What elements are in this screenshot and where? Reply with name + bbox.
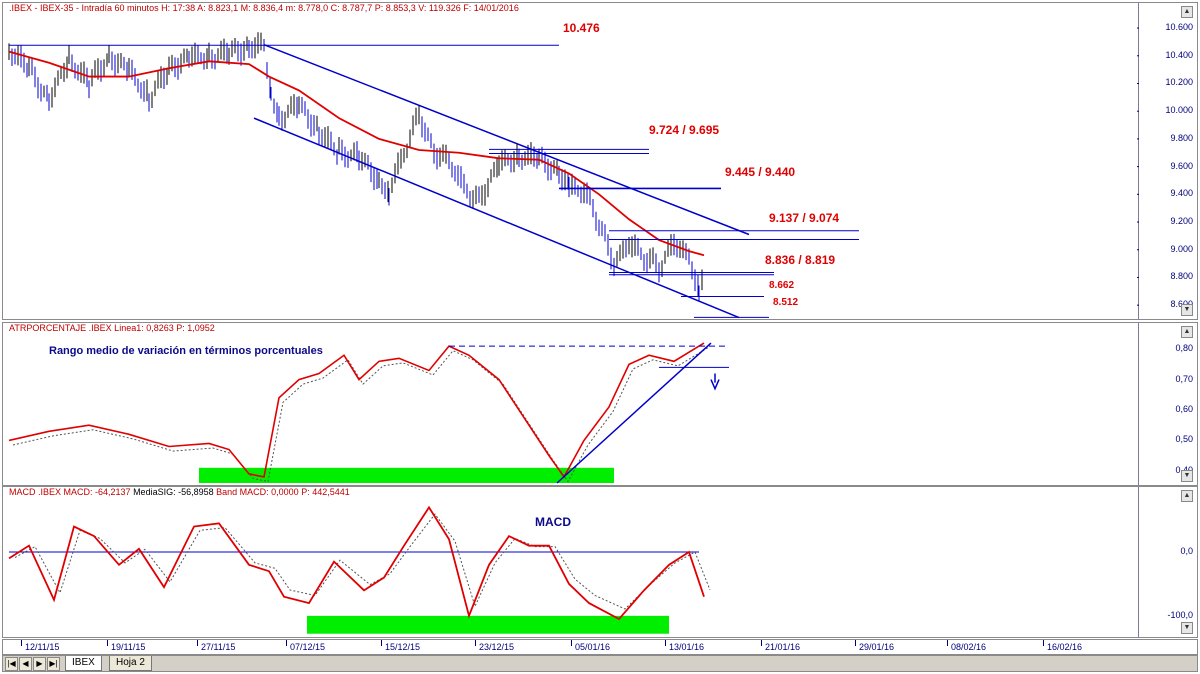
level-label-9137: 9.137 / 9.074 [769,211,840,225]
level-label-8836: 8.836 / 8.819 [765,253,836,267]
level-label-9445: 9.445 / 9.440 [725,165,796,179]
last-sheet-icon[interactable]: ▶| [47,657,60,671]
date-tick-label: 12/11/15 [20,640,60,652]
scroll-down-icon[interactable]: ▼ [1181,304,1193,316]
level-label-8662: 8.662 [769,280,795,291]
price-tick-label: 9.800 [1170,132,1193,143]
sheet-tab-bar: |◀ ◀ ▶ ▶| IBEX Hoja 2 [2,655,1198,672]
macd-annotation: MACD [535,515,571,529]
macd-header-signal: MediaSIG: -56,8958 [133,487,214,497]
atr-tick-label: 0,50 [1175,434,1193,445]
price-panel[interactable]: .IBEX - IBEX-35 - Intradía 60 minutos H:… [2,2,1198,320]
atr-annotation: Rango medio de variación en términos por… [49,345,323,357]
price-tick-label: 9.000 [1170,243,1193,254]
price-tick-label: 9.400 [1170,188,1193,199]
macd-plot [8,505,711,634]
macd-green-zone [307,615,669,634]
date-tick-label: 15/12/15 [380,640,421,652]
macd-header-band: Band MACD: 0,0000 P: 442,5441 [216,487,350,497]
macd-scroll-up-icon[interactable]: ▲ [1181,490,1193,502]
date-axis[interactable]: 12/11/15 19/11/15 27/11/15 07/12/15 15/12/15… [2,639,1198,655]
atr-signal-line [12,347,709,483]
macd-panel[interactable]: MACD .IBEX MACD: -64,2137 MediaSIG: -56,… [2,486,1198,638]
atr-line [8,342,705,479]
price-tick-label: 10.400 [1165,49,1193,60]
atr-tick-label: 0,80 [1175,343,1193,354]
green-zone-right [259,467,614,483]
price-tick-label: 8.800 [1170,271,1193,282]
atr-plot [8,342,729,484]
date-tick-label: 27/11/15 [196,640,236,652]
price-tick-label: 9.600 [1170,160,1193,171]
tab-ibex[interactable]: IBEX [65,656,102,671]
atr-scroll-down-icon[interactable]: ▼ [1181,470,1193,482]
level-label-10476: 10.476 [563,21,600,35]
macd-scroll-down-icon[interactable]: ▼ [1181,622,1193,634]
date-tick-label: 08/02/16 [946,640,987,652]
atr-tick-label: 0,40 [1175,465,1193,475]
green-zone-left [199,467,259,483]
level-label-9724: 9.724 / 9.695 [649,123,720,137]
macd-tick-label: 0,0 [1180,546,1193,557]
date-tick-label: 19/11/15 [106,640,146,652]
tab-hoja-2[interactable]: Hoja 2 [109,656,152,671]
date-tick-label: 23/12/15 [474,640,515,652]
atr-tick-label: 0,70 [1175,373,1193,384]
date-tick-label: 07/12/15 [285,640,326,652]
date-tick-label: 16/02/16 [1042,640,1083,652]
date-tick-label: 13/01/16 [664,640,705,652]
scroll-up-icon[interactable]: ▲ [1181,6,1193,18]
channel-lower-line [253,117,740,319]
price-tick-label: 10.000 [1165,105,1193,116]
price-y-axis[interactable]: 10.600 10.400 10.200 10.000 9.800 9.600 9.400 9… [1138,3,1197,319]
atr-header: ATRPORCENTAJE .IBEX Linea1: 0,8263 P: 1,… [9,323,215,333]
price-plot [8,27,1139,319]
first-sheet-icon[interactable]: |◀ [5,657,18,671]
macd-line [8,505,705,621]
atr-scroll-up-icon[interactable]: ▲ [1181,326,1193,338]
atr-trend-line [556,342,712,484]
next-sheet-icon[interactable]: ▶ [33,657,46,671]
price-tick-label: 10.600 [1165,22,1193,33]
atr-panel[interactable]: ATRPORCENTAJE .IBEX Linea1: 0,8263 P: 1,… [2,322,1198,486]
price-header: .IBEX - IBEX-35 - Intradía 60 minutos H:… [9,3,519,13]
level-label-8512: 8.512 [773,297,799,308]
date-tick-label: 21/01/16 [760,640,801,652]
prev-sheet-icon[interactable]: ◀ [19,657,32,671]
channel-upper-line [263,44,750,236]
moving-average-line [8,50,705,257]
down-arrow-icon [710,373,720,391]
atr-tick-label: 0,60 [1175,404,1193,414]
macd-signal-line [14,513,711,610]
price-tick-label: 9.200 [1170,216,1193,227]
date-tick-label: 05/01/16 [570,640,611,652]
macd-y-axis[interactable]: 0,0 -100,0 [1138,487,1197,637]
macd-header: MACD .IBEX MACD: -64,2137 MediaSIG: -56,… [9,487,350,497]
macd-header-macd: MACD .IBEX MACD: -64,2137 [9,487,131,497]
date-tick-label: 29/01/16 [854,640,895,652]
macd-tick-label: -100,0 [1167,609,1193,620]
atr-y-axis[interactable]: 0,80 0,70 0,60 0,50 0,40 [1138,323,1197,485]
price-tick-label: 10.200 [1165,77,1193,88]
